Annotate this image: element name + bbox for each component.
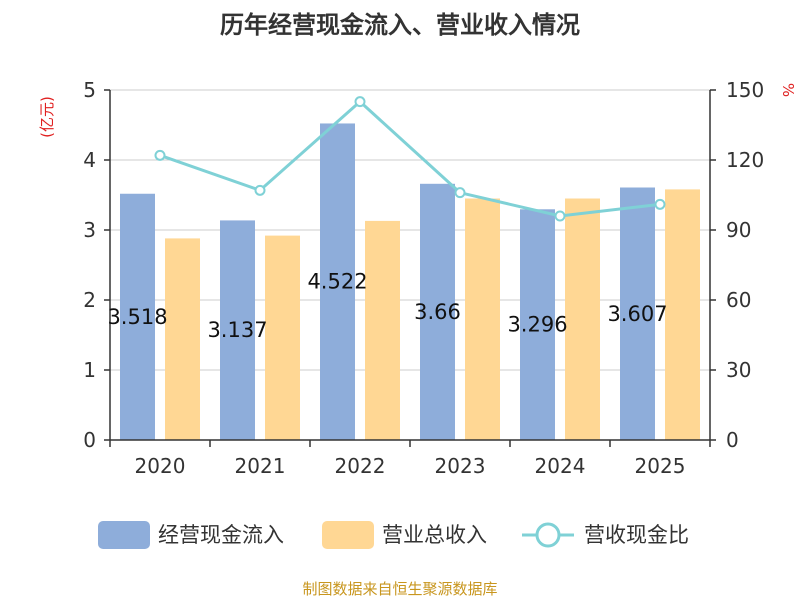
bar-cash-inflow-2024 (520, 209, 555, 440)
ratio-line (154, 96, 666, 222)
bar-cash-inflow-2025 (620, 187, 655, 440)
bar-revenue-2020 (165, 238, 200, 440)
data-label-cash-inflow-2024: 3.296 (507, 313, 567, 337)
left-axis-tick-label: 0 (83, 428, 96, 452)
right-axis-tick-label: 60 (726, 288, 751, 312)
ratio-point-2021 (254, 184, 266, 196)
bar-labels: 3.518 3.137 4.522 3.66 3.296 3.607 (107, 270, 667, 342)
data-label-cash-inflow-2020: 3.518 (107, 305, 167, 329)
data-label-cash-inflow-2025: 3.607 (607, 302, 667, 326)
bar-cash-inflow-2021 (220, 220, 255, 440)
right-axis-tick-label: 30 (726, 358, 751, 382)
left-axis-tick-label: 5 (83, 78, 96, 102)
chart-title: 历年经营现金流入、营业收入情况 (220, 11, 580, 39)
bar-cash-inflow-2022 (320, 123, 355, 441)
bar-cash-inflow-2023 (420, 183, 455, 441)
bar-revenue-2021 (265, 235, 300, 440)
legend-label-revenue: 营业总收入 (382, 523, 487, 547)
ratio-point-2025 (654, 198, 666, 210)
data-label-cash-inflow-2022: 4.522 (307, 270, 367, 294)
right-axis-tick-label: 90 (726, 218, 751, 242)
grid-lines (110, 89, 710, 371)
bar-revenue-2025 (665, 189, 700, 440)
x-axis-tick-label: 2024 (535, 454, 586, 478)
right-axis-tick-label: 120 (726, 148, 764, 172)
left-axis-unit: (亿元) (38, 96, 56, 138)
right-axis-tick-label: 150 (726, 78, 764, 102)
legend: 经营现金流入 营业总收入 营收现金比 (98, 521, 689, 549)
left-axis-tick-label: 3 (83, 218, 96, 242)
legend-label-ratio: 营收现金比 (584, 523, 689, 547)
legend-swatch-cash-inflow (98, 521, 150, 549)
ratio-point-2024 (554, 210, 566, 222)
bar-revenue-2024 (565, 198, 600, 440)
data-label-cash-inflow-2023: 3.66 (414, 300, 461, 324)
ratio-point-2023 (454, 187, 466, 199)
right-axis-tick-label: 0 (726, 428, 739, 452)
x-axis-tick-label: 2021 (235, 454, 286, 478)
data-label-cash-inflow-2021: 3.137 (207, 318, 267, 342)
x-axis-tick-label: 2025 (635, 454, 686, 478)
right-axis-unit: % (779, 83, 797, 97)
bars (120, 123, 700, 441)
ratio-point-2020 (154, 149, 166, 161)
legend-label-cash-inflow: 经营现金流入 (158, 523, 284, 547)
left-axis-tick-label: 1 (83, 358, 96, 382)
legend-swatch-revenue (322, 521, 374, 549)
data-source: 制图数据来自恒生聚源数据库 (302, 580, 497, 598)
left-axis-tick-label: 2 (83, 288, 96, 312)
x-axis-tick-label: 2023 (435, 454, 486, 478)
x-axis-tick-label: 2022 (335, 454, 386, 478)
bar-revenue-2022 (365, 220, 400, 440)
bar-revenue-2023 (465, 198, 500, 440)
bar-cash-inflow-2020 (120, 193, 155, 440)
axes: 0 1 2 3 4 5 0 30 60 90 120 150 2020 2021 2022 2023 2024 2… (83, 78, 764, 478)
x-axis-tick-label: 2020 (135, 454, 186, 478)
ratio-point-2022 (354, 96, 366, 108)
left-axis-tick-label: 4 (83, 148, 96, 172)
legend-marker-ratio (535, 522, 561, 548)
ratio-line-path (159, 99, 661, 218)
